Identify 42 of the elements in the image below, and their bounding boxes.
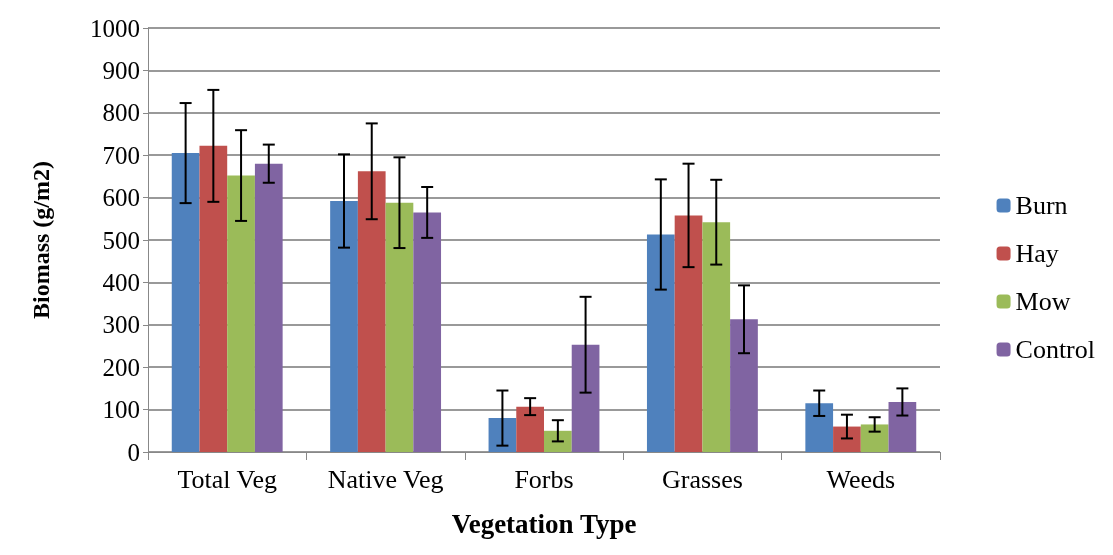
bar [730, 319, 758, 452]
bar [674, 215, 703, 452]
bar [571, 344, 600, 452]
bar [488, 418, 517, 452]
bar [833, 426, 861, 452]
y-tick-label: 900 [102, 56, 140, 84]
x-tick-label: Native Veg [327, 464, 444, 494]
x-tick-label: Weeds [826, 464, 896, 494]
bar [254, 163, 283, 452]
bar [516, 406, 544, 452]
legend-label: Burn [1015, 191, 1068, 220]
bar [357, 171, 386, 452]
y-tick-label: 300 [102, 311, 140, 339]
bar [888, 401, 917, 452]
y-tick-label: 400 [102, 268, 140, 296]
y-tick-label: 0 [127, 438, 140, 466]
bar [199, 145, 228, 452]
x-tick-label: Grasses [661, 464, 743, 494]
bar [227, 175, 255, 452]
bar [702, 222, 731, 452]
bar [413, 212, 442, 452]
y-tick-label: 500 [102, 226, 140, 254]
bar [544, 430, 572, 452]
y-tick-label: 1000 [90, 14, 140, 42]
y-tick-label: 600 [102, 184, 140, 212]
y-tick-label: 100 [102, 396, 140, 424]
bar [646, 234, 675, 452]
y-tick-label: 800 [102, 99, 140, 127]
legend-label: Control [1015, 335, 1096, 364]
bar [385, 202, 414, 452]
bar [805, 403, 834, 452]
x-axis-title: Vegetation Type [451, 508, 637, 539]
bar [860, 424, 889, 452]
x-tick-label: Forbs [514, 464, 574, 494]
bar [330, 200, 358, 452]
y-tick-label: 200 [102, 353, 140, 381]
x-tick-label: Total Veg [177, 464, 277, 494]
legend-label: Mow [1015, 287, 1071, 316]
legend-label: Hay [1015, 239, 1059, 268]
y-axis-title: Biomass (g/m2) [28, 161, 54, 319]
bar [171, 153, 200, 452]
y-tick-label: 700 [102, 141, 140, 169]
